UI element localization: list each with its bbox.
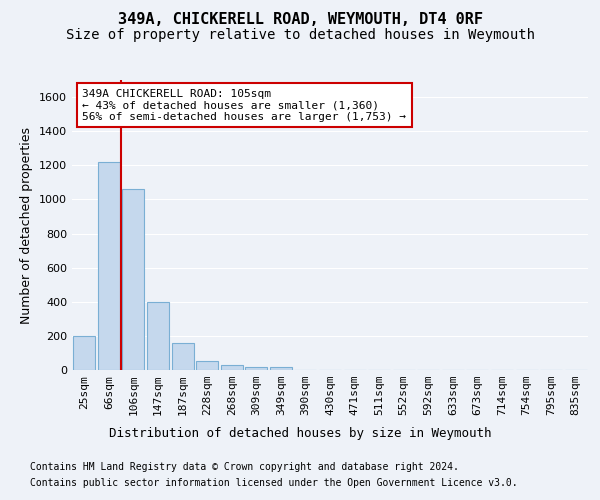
Bar: [172, 342, 194, 370]
Text: 349A CHICKERELL ROAD: 105sqm
← 43% of detached houses are smaller (1,360)
56% of: 349A CHICKERELL ROAD: 105sqm ← 43% of de…: [82, 88, 406, 122]
Bar: [196, 362, 218, 370]
Bar: [270, 366, 292, 370]
Text: Contains HM Land Registry data © Crown copyright and database right 2024.: Contains HM Land Registry data © Crown c…: [30, 462, 459, 472]
Y-axis label: Number of detached properties: Number of detached properties: [20, 126, 34, 324]
Bar: [122, 189, 145, 370]
Text: 349A, CHICKERELL ROAD, WEYMOUTH, DT4 0RF: 349A, CHICKERELL ROAD, WEYMOUTH, DT4 0RF: [118, 12, 482, 28]
Text: Contains public sector information licensed under the Open Government Licence v3: Contains public sector information licen…: [30, 478, 518, 488]
Bar: [73, 336, 95, 370]
Bar: [147, 302, 169, 370]
Bar: [245, 366, 268, 370]
Bar: [221, 365, 243, 370]
Bar: [98, 162, 120, 370]
Text: Distribution of detached houses by size in Weymouth: Distribution of detached houses by size …: [109, 428, 491, 440]
Text: Size of property relative to detached houses in Weymouth: Size of property relative to detached ho…: [65, 28, 535, 42]
